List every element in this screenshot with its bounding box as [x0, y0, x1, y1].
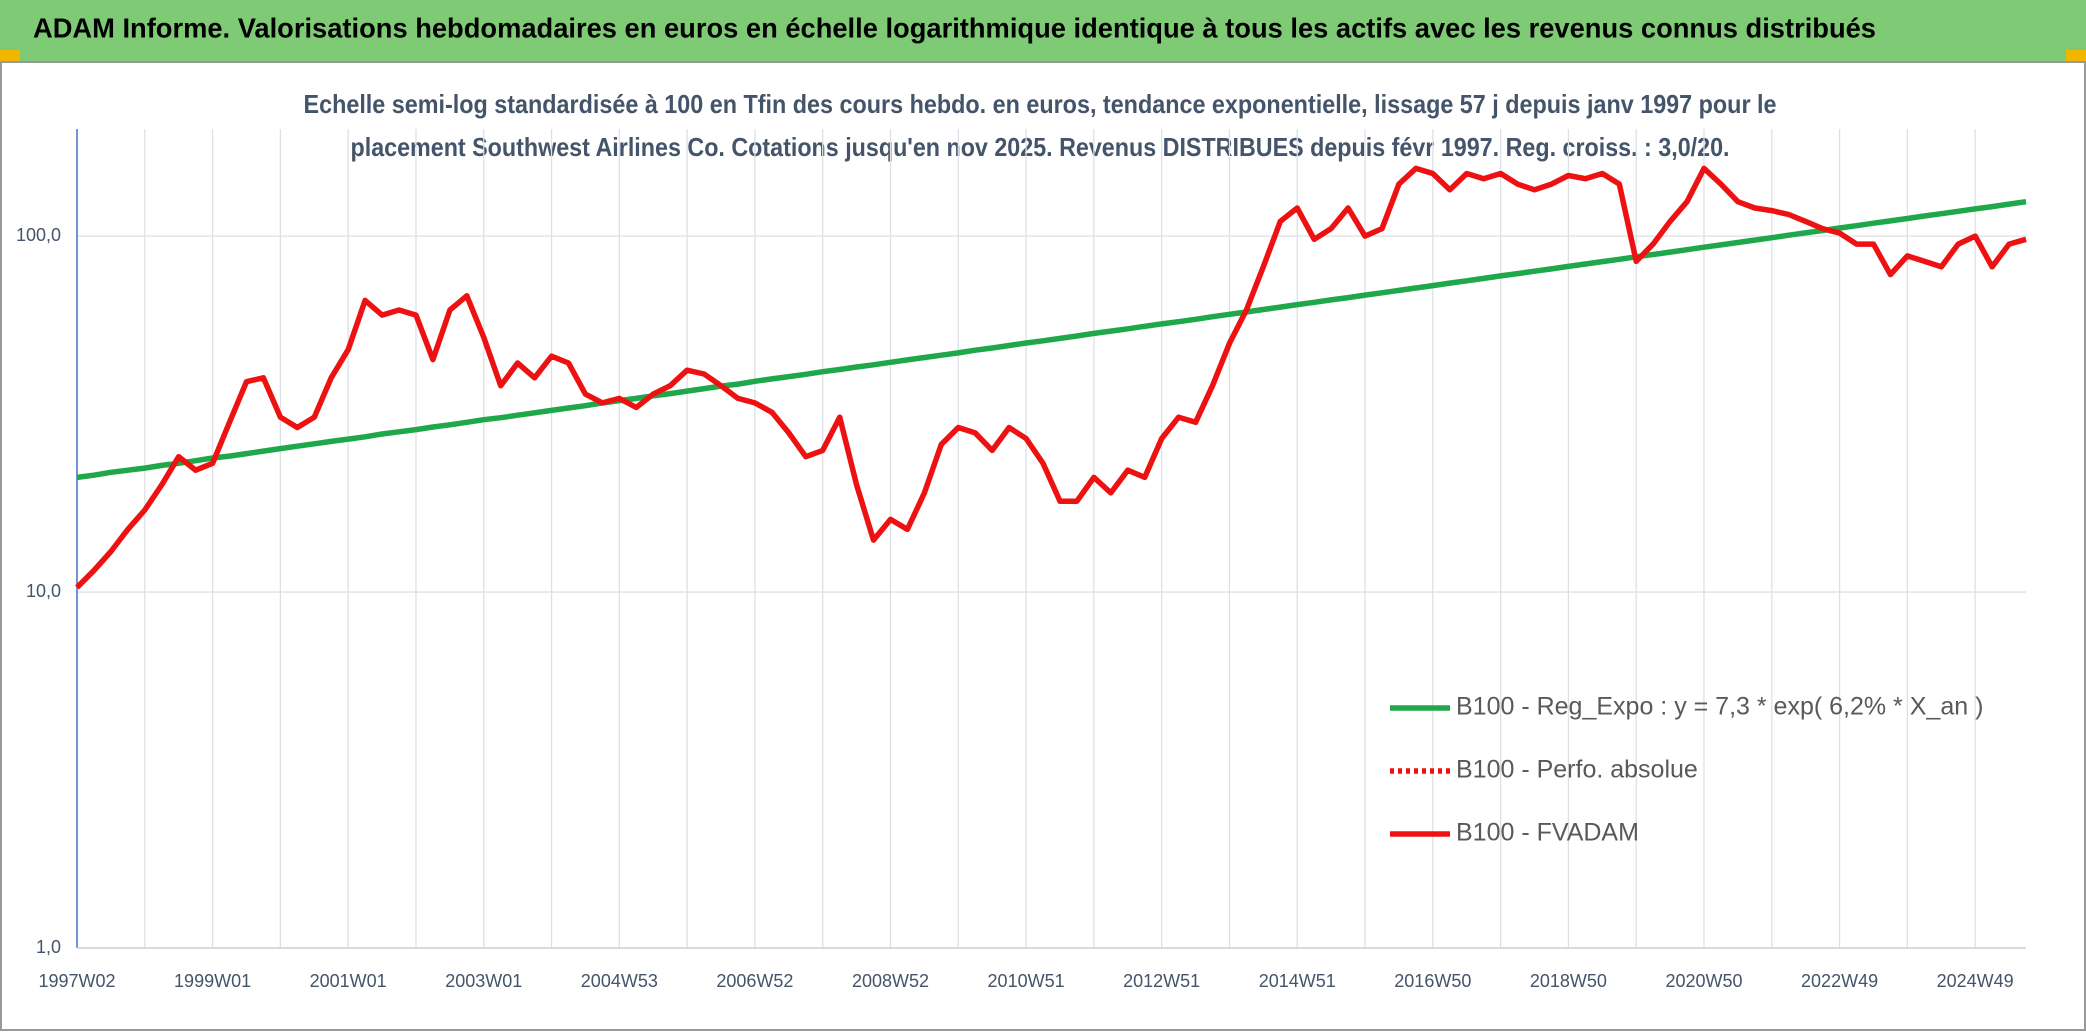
- x-tick-label: 2018W50: [1530, 971, 1607, 991]
- x-tick-label: 2016W50: [1394, 971, 1471, 991]
- x-tick-label: 2022W49: [1801, 971, 1878, 991]
- x-tick-label: 2012W51: [1123, 971, 1200, 991]
- x-tick-label: 2020W50: [1665, 971, 1742, 991]
- legend-label: B100 - Perfo. absolue: [1456, 756, 1698, 784]
- legend-label: B100 - Reg_Expo : y = 7,3 * exp( 6,2% * …: [1456, 693, 1983, 721]
- y-tick-label: 10,0: [26, 581, 61, 601]
- series-line: [75, 165, 2027, 590]
- series-line: [76, 198, 2027, 481]
- subtitle: placement Southwest Airlines Co. Cotatio…: [351, 132, 1730, 162]
- x-tick-label: 2003W01: [445, 971, 522, 991]
- x-tick-label: 1997W02: [38, 971, 115, 991]
- x-tick-label: 2010W51: [988, 971, 1065, 991]
- title-band: [0, 0, 2086, 62]
- x-tick-label: 1999W01: [174, 971, 251, 991]
- chart-title: ADAM Informe. Valorisations hebdomadaire…: [33, 12, 1876, 43]
- y-tick-label: 100,0: [16, 225, 61, 245]
- x-tick-label: 2006W52: [716, 971, 793, 991]
- x-tick-label: 2001W01: [310, 971, 387, 991]
- legend-label: B100 - FVADAM: [1456, 819, 1639, 847]
- y-tick-label: 1,0: [36, 937, 61, 957]
- corner: [2066, 50, 2086, 62]
- chart-border: [0, 61, 2086, 1031]
- corner: [0, 50, 20, 62]
- x-tick-label: 2014W51: [1259, 971, 1336, 991]
- x-tick-label: 2008W52: [852, 971, 929, 991]
- x-tick-label: 2024W49: [1937, 971, 2014, 991]
- x-tick-label: 2004W53: [581, 971, 658, 991]
- subtitle: Echelle semi-log standardisée à 100 en T…: [304, 89, 1777, 119]
